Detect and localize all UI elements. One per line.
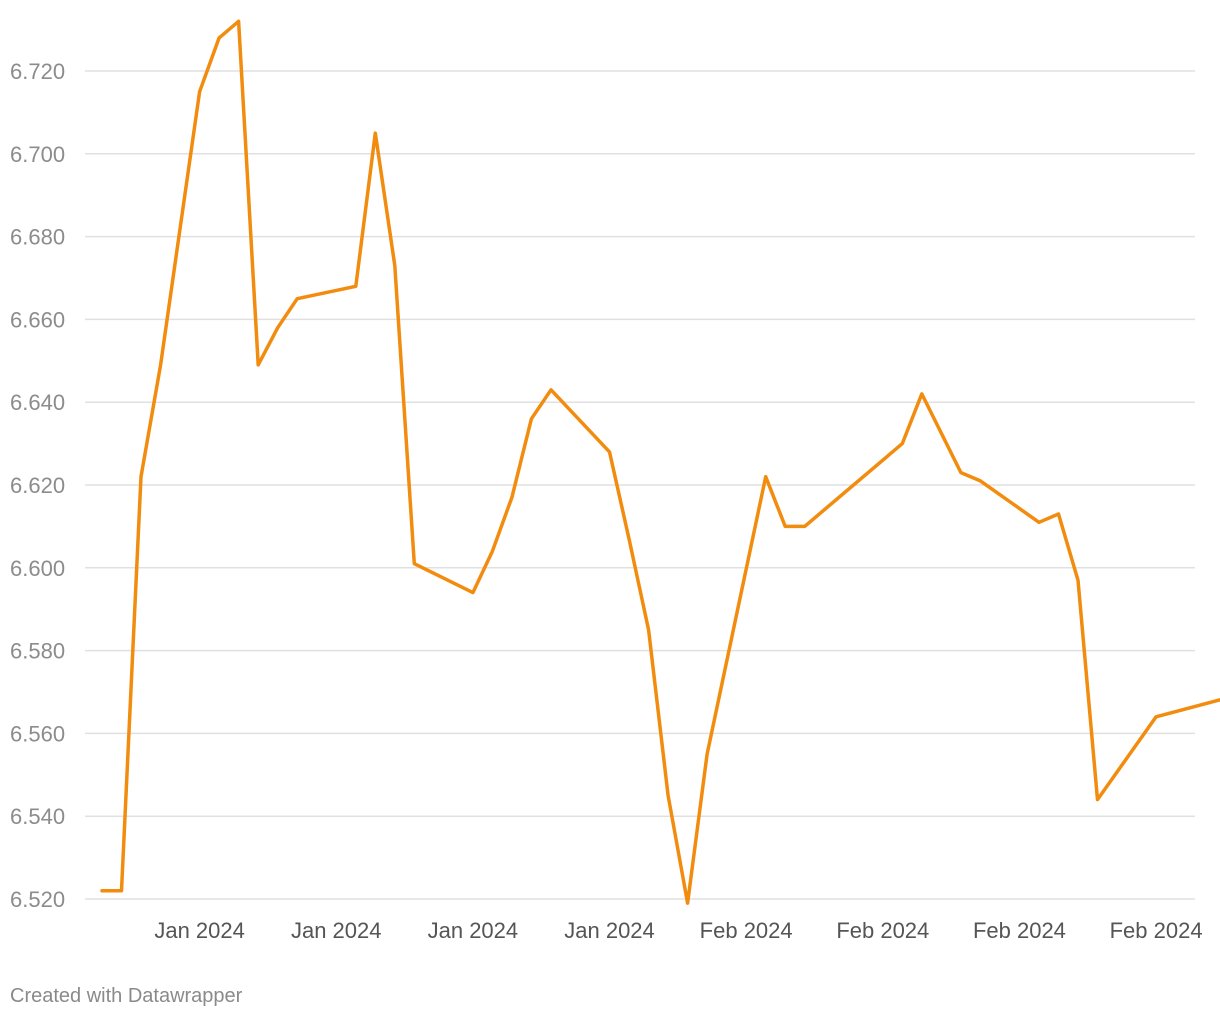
y-tick-label: 6.640	[10, 390, 65, 415]
y-axis-ticks: 6.520 6.540 6.560 6.580 6.600 6.620 6.640 6.660…	[10, 59, 65, 912]
x-tick-label: Jan 2024	[428, 918, 519, 943]
x-tick-label: Feb 2024	[973, 918, 1066, 943]
y-tick-label: 6.560	[10, 721, 65, 746]
x-tick-label: Jan 2024	[154, 918, 245, 943]
y-tick-label: 6.680	[10, 225, 65, 250]
x-tick-label: Jan 2024	[564, 918, 655, 943]
y-tick-label: 6.600	[10, 556, 65, 581]
y-tick-label: 6.660	[10, 307, 65, 332]
y-tick-label: 6.720	[10, 59, 65, 84]
y-tick-label: 6.580	[10, 639, 65, 664]
x-tick-label: Jan 2024	[291, 918, 382, 943]
x-tick-label: Feb 2024	[1110, 918, 1203, 943]
series-layer	[100, 19, 1220, 905]
line-chart: 6.520 6.540 6.560 6.580 6.600 6.620 6.640 6.660…	[10, 19, 1220, 943]
x-tick-label: Feb 2024	[700, 918, 793, 943]
x-axis-ticks: Jan 2024 Jan 2024 Jan 2024 Jan 2024 Feb 2024…	[154, 918, 1202, 943]
gridlines	[85, 70, 1195, 900]
series-line	[100, 19, 1220, 905]
y-tick-label: 6.540	[10, 804, 65, 829]
y-tick-label: 6.520	[10, 887, 65, 912]
y-tick-label: 6.620	[10, 473, 65, 498]
x-tick-label: Feb 2024	[836, 918, 929, 943]
y-tick-label: 6.700	[10, 142, 65, 167]
credit-text: Created with Datawrapper	[10, 985, 243, 1007]
